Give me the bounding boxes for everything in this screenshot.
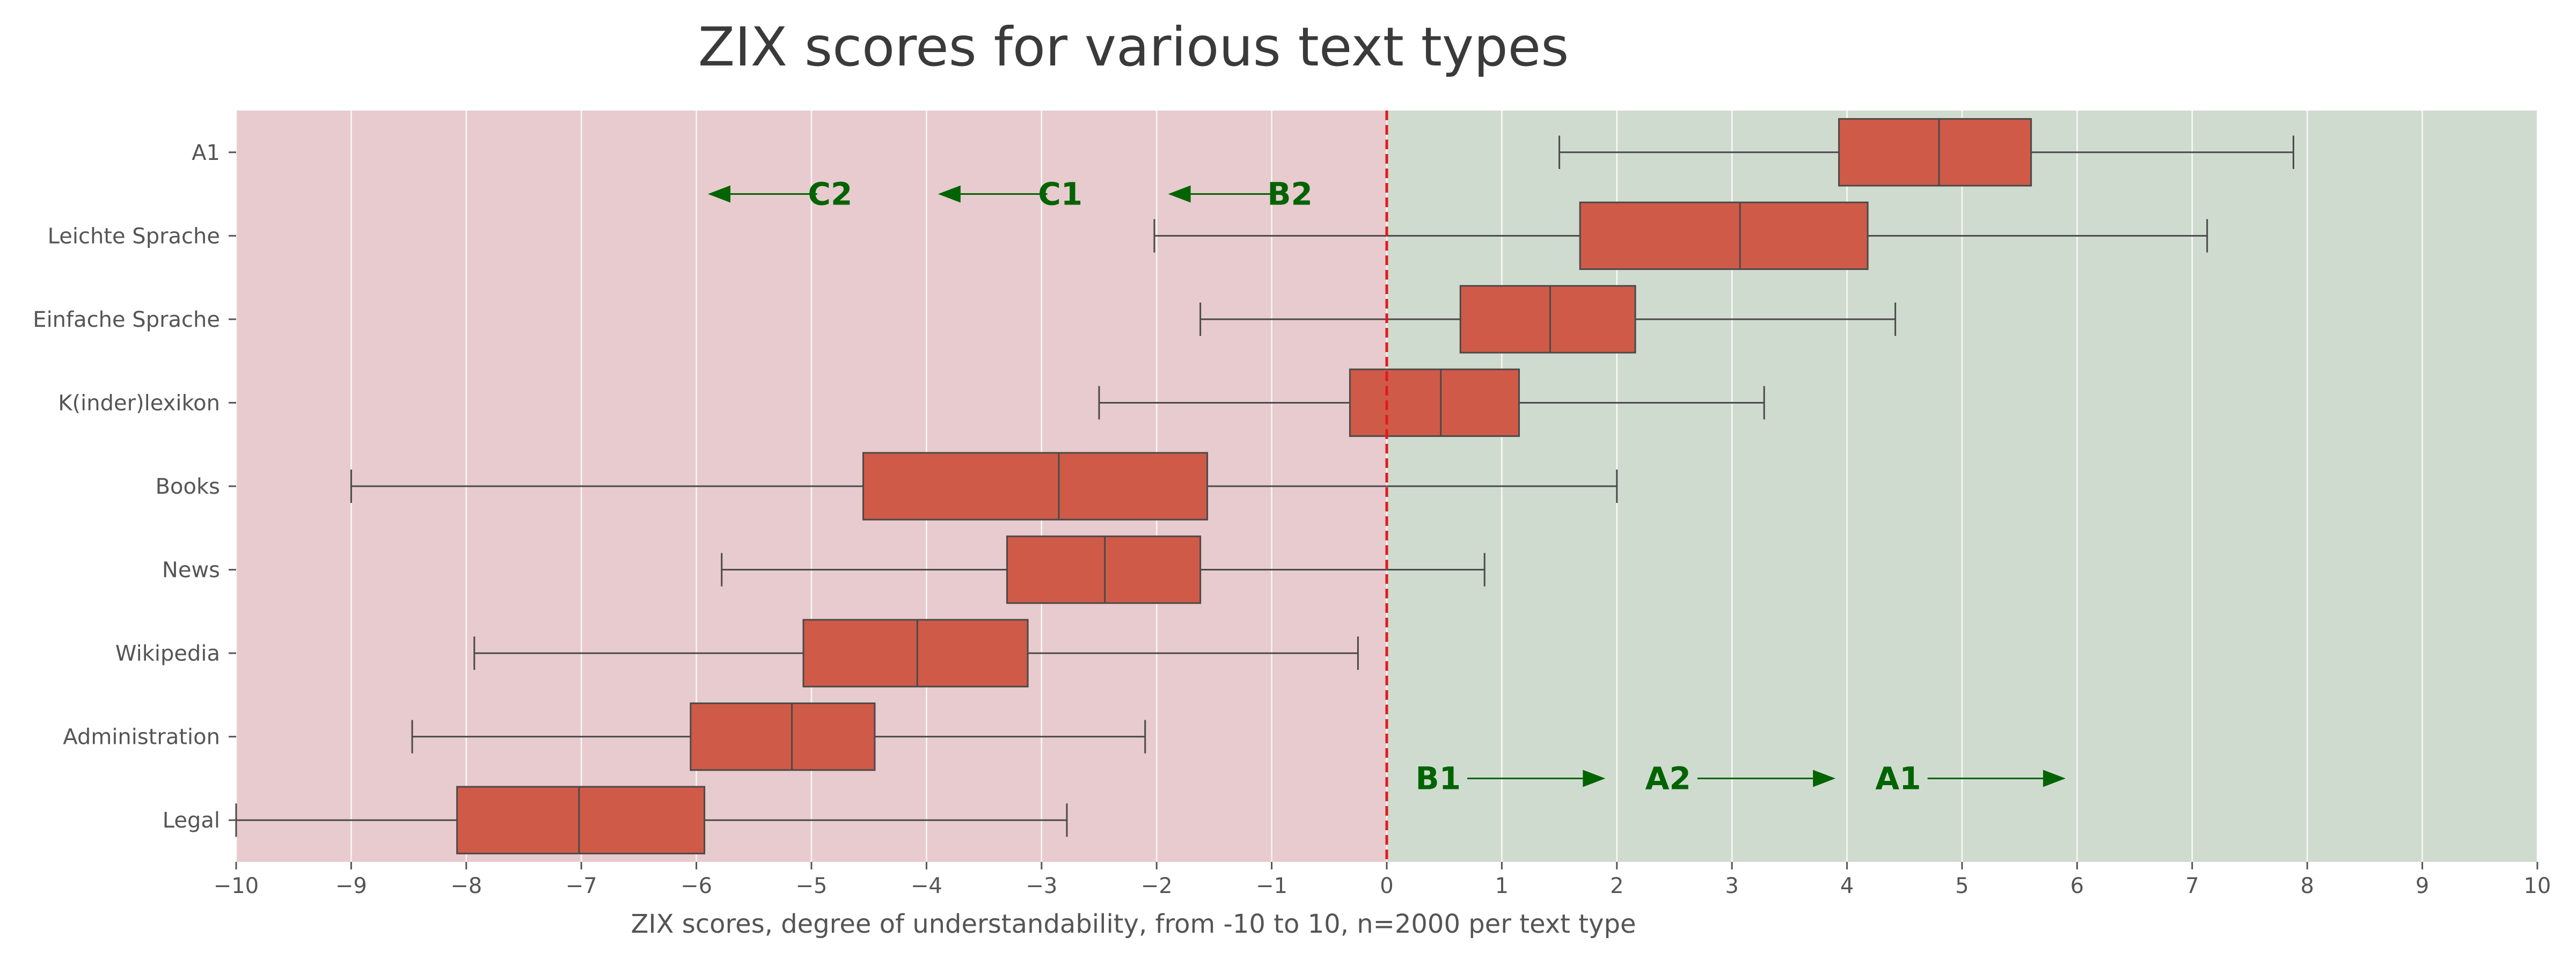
x-tick-label: 6 (2070, 874, 2084, 898)
x-tick-label: 2 (1610, 874, 1623, 898)
x-tick-label: −2 (1141, 874, 1173, 898)
level-label-b1: B1 (1416, 760, 1461, 796)
box-iqr (1579, 201, 1869, 270)
y-category-label: Books (156, 474, 220, 499)
y-category-label: News (162, 558, 220, 583)
box-iqr (1459, 285, 1636, 354)
y-category-label: Einfache Sprache (33, 308, 220, 332)
box-iqr (690, 702, 876, 771)
box-iqr (1006, 535, 1202, 604)
box-leichte-sprache (1153, 201, 2208, 270)
x-tick-label: 9 (2416, 874, 2429, 898)
x-tick-label: 0 (1380, 874, 1393, 898)
level-arrow-head (1583, 770, 1606, 787)
x-axis: −10 −9 −8 −7 −6 −5 −4 −3 −2 −1 0 1 2 3 4 5 6 7 8 9 10 (214, 862, 2551, 898)
box-a1 (1558, 118, 2294, 187)
x-tick-label: −8 (450, 874, 482, 898)
box-series (235, 118, 2294, 854)
x-tick-label: −6 (680, 874, 712, 898)
x-tick-label: 10 (2524, 874, 2551, 898)
box-books (350, 452, 1618, 521)
x-axis-label: ZIX scores, degree of understandability,… (631, 909, 1636, 939)
chart-title: ZIX scores for various text types (698, 16, 1569, 78)
x-tick-label: −3 (1026, 874, 1057, 898)
x-tick-label: −9 (335, 874, 367, 898)
level-label-a2: A2 (1645, 760, 1691, 796)
level-arrow-head (708, 185, 731, 203)
level-arrow-head (1813, 770, 1836, 787)
box-iqr (1838, 118, 2032, 187)
x-tick-label: 8 (2300, 874, 2314, 898)
level-arrow-head (1168, 185, 1191, 203)
x-tick-label: −1 (1256, 874, 1287, 898)
box-administration (411, 702, 1146, 771)
x-tick-label: 3 (1725, 874, 1738, 898)
box-k-inder-lexikon (1098, 368, 1765, 437)
box-iqr (1349, 368, 1520, 437)
x-tick-label: 7 (2185, 874, 2199, 898)
level-arrow-head (938, 185, 961, 203)
box-wikipedia (473, 619, 1359, 687)
level-label-a1: A1 (1875, 760, 1921, 796)
x-tick-label: −4 (911, 874, 942, 898)
x-tick-label: −5 (796, 874, 828, 898)
box-iqr (862, 452, 1209, 521)
box-einfache-sprache (1199, 285, 1897, 354)
y-category-label: Administration (63, 725, 220, 750)
box-iqr (802, 619, 1029, 687)
y-category-label: K(inder)lexikon (58, 391, 220, 415)
y-axis: A1 Leichte Sprache Einfache Sprache K(inder… (33, 141, 236, 833)
x-tick-label: 4 (1840, 874, 1854, 898)
y-category-label: A1 (192, 141, 220, 165)
x-tick-label: 5 (1955, 874, 1968, 898)
level-arrow-head (2043, 770, 2066, 787)
x-tick-label: −7 (566, 874, 597, 898)
x-tick-label: 1 (1495, 874, 1509, 898)
box-iqr (456, 786, 706, 854)
x-tick-label: −10 (214, 874, 259, 898)
y-category-label: Legal (163, 808, 220, 833)
box-news (721, 535, 1485, 604)
box-legal (235, 786, 1068, 854)
y-category-label: Wikipedia (115, 641, 220, 666)
y-category-label: Leichte Sprache (48, 224, 220, 248)
